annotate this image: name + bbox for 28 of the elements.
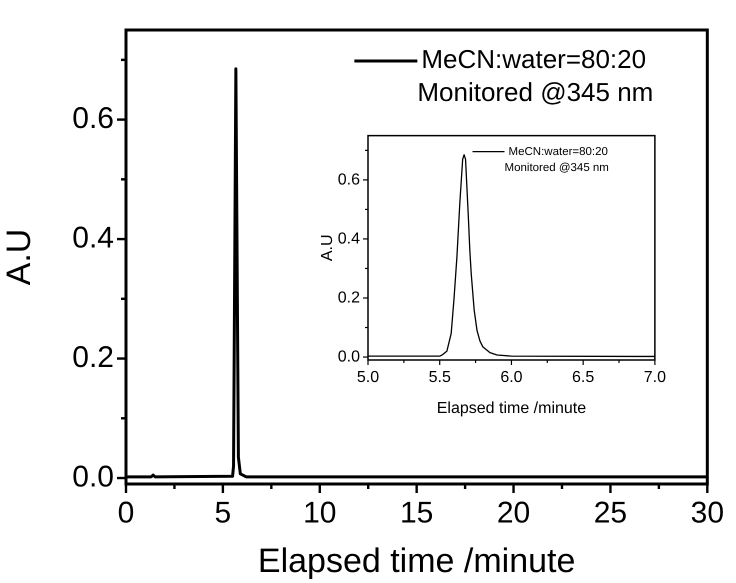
x-tick-label: 20 (496, 496, 530, 530)
y-tick-label: 0.0 (72, 460, 114, 494)
legend-label: MeCN:water=80:20 (421, 44, 646, 74)
x-tick-label: 0 (118, 496, 134, 530)
y-tick-label: 0.6 (338, 171, 360, 188)
y-tick-label: 0.4 (338, 230, 360, 248)
x-tick-label: 10 (303, 496, 336, 530)
x-tick-label: 6.0 (500, 369, 523, 386)
y-tick-label: 0.2 (338, 289, 360, 306)
x-tick-label: 5 (214, 496, 232, 530)
x-tick-label: 15 (400, 496, 434, 530)
x-tick-label: 7.0 (644, 369, 666, 386)
x-axis-title: Elapsed time /minute (436, 400, 586, 417)
y-axis-title: A.U (319, 234, 336, 262)
x-tick-label: 5.0 (356, 369, 380, 386)
y-tick-label: 0.6 (72, 102, 114, 135)
x-tick-label: 30 (690, 496, 724, 530)
y-tick-label: 0.4 (72, 221, 114, 254)
y-tick-label: 0.2 (72, 340, 114, 374)
annotation: Monitored @345 nm (417, 77, 654, 108)
legend-label: MeCN:water=80:20 (508, 146, 608, 158)
x-tick-label: 5.5 (428, 369, 451, 386)
y-axis-title: A.U (0, 228, 38, 286)
x-tick-label: 25 (594, 496, 628, 530)
x-tick-label: 6.5 (572, 369, 594, 386)
annotation: Monitored @345 nm (504, 162, 609, 174)
x-axis-title: Elapsed time /minute (258, 542, 576, 580)
y-tick-label: 0.0 (338, 348, 360, 366)
